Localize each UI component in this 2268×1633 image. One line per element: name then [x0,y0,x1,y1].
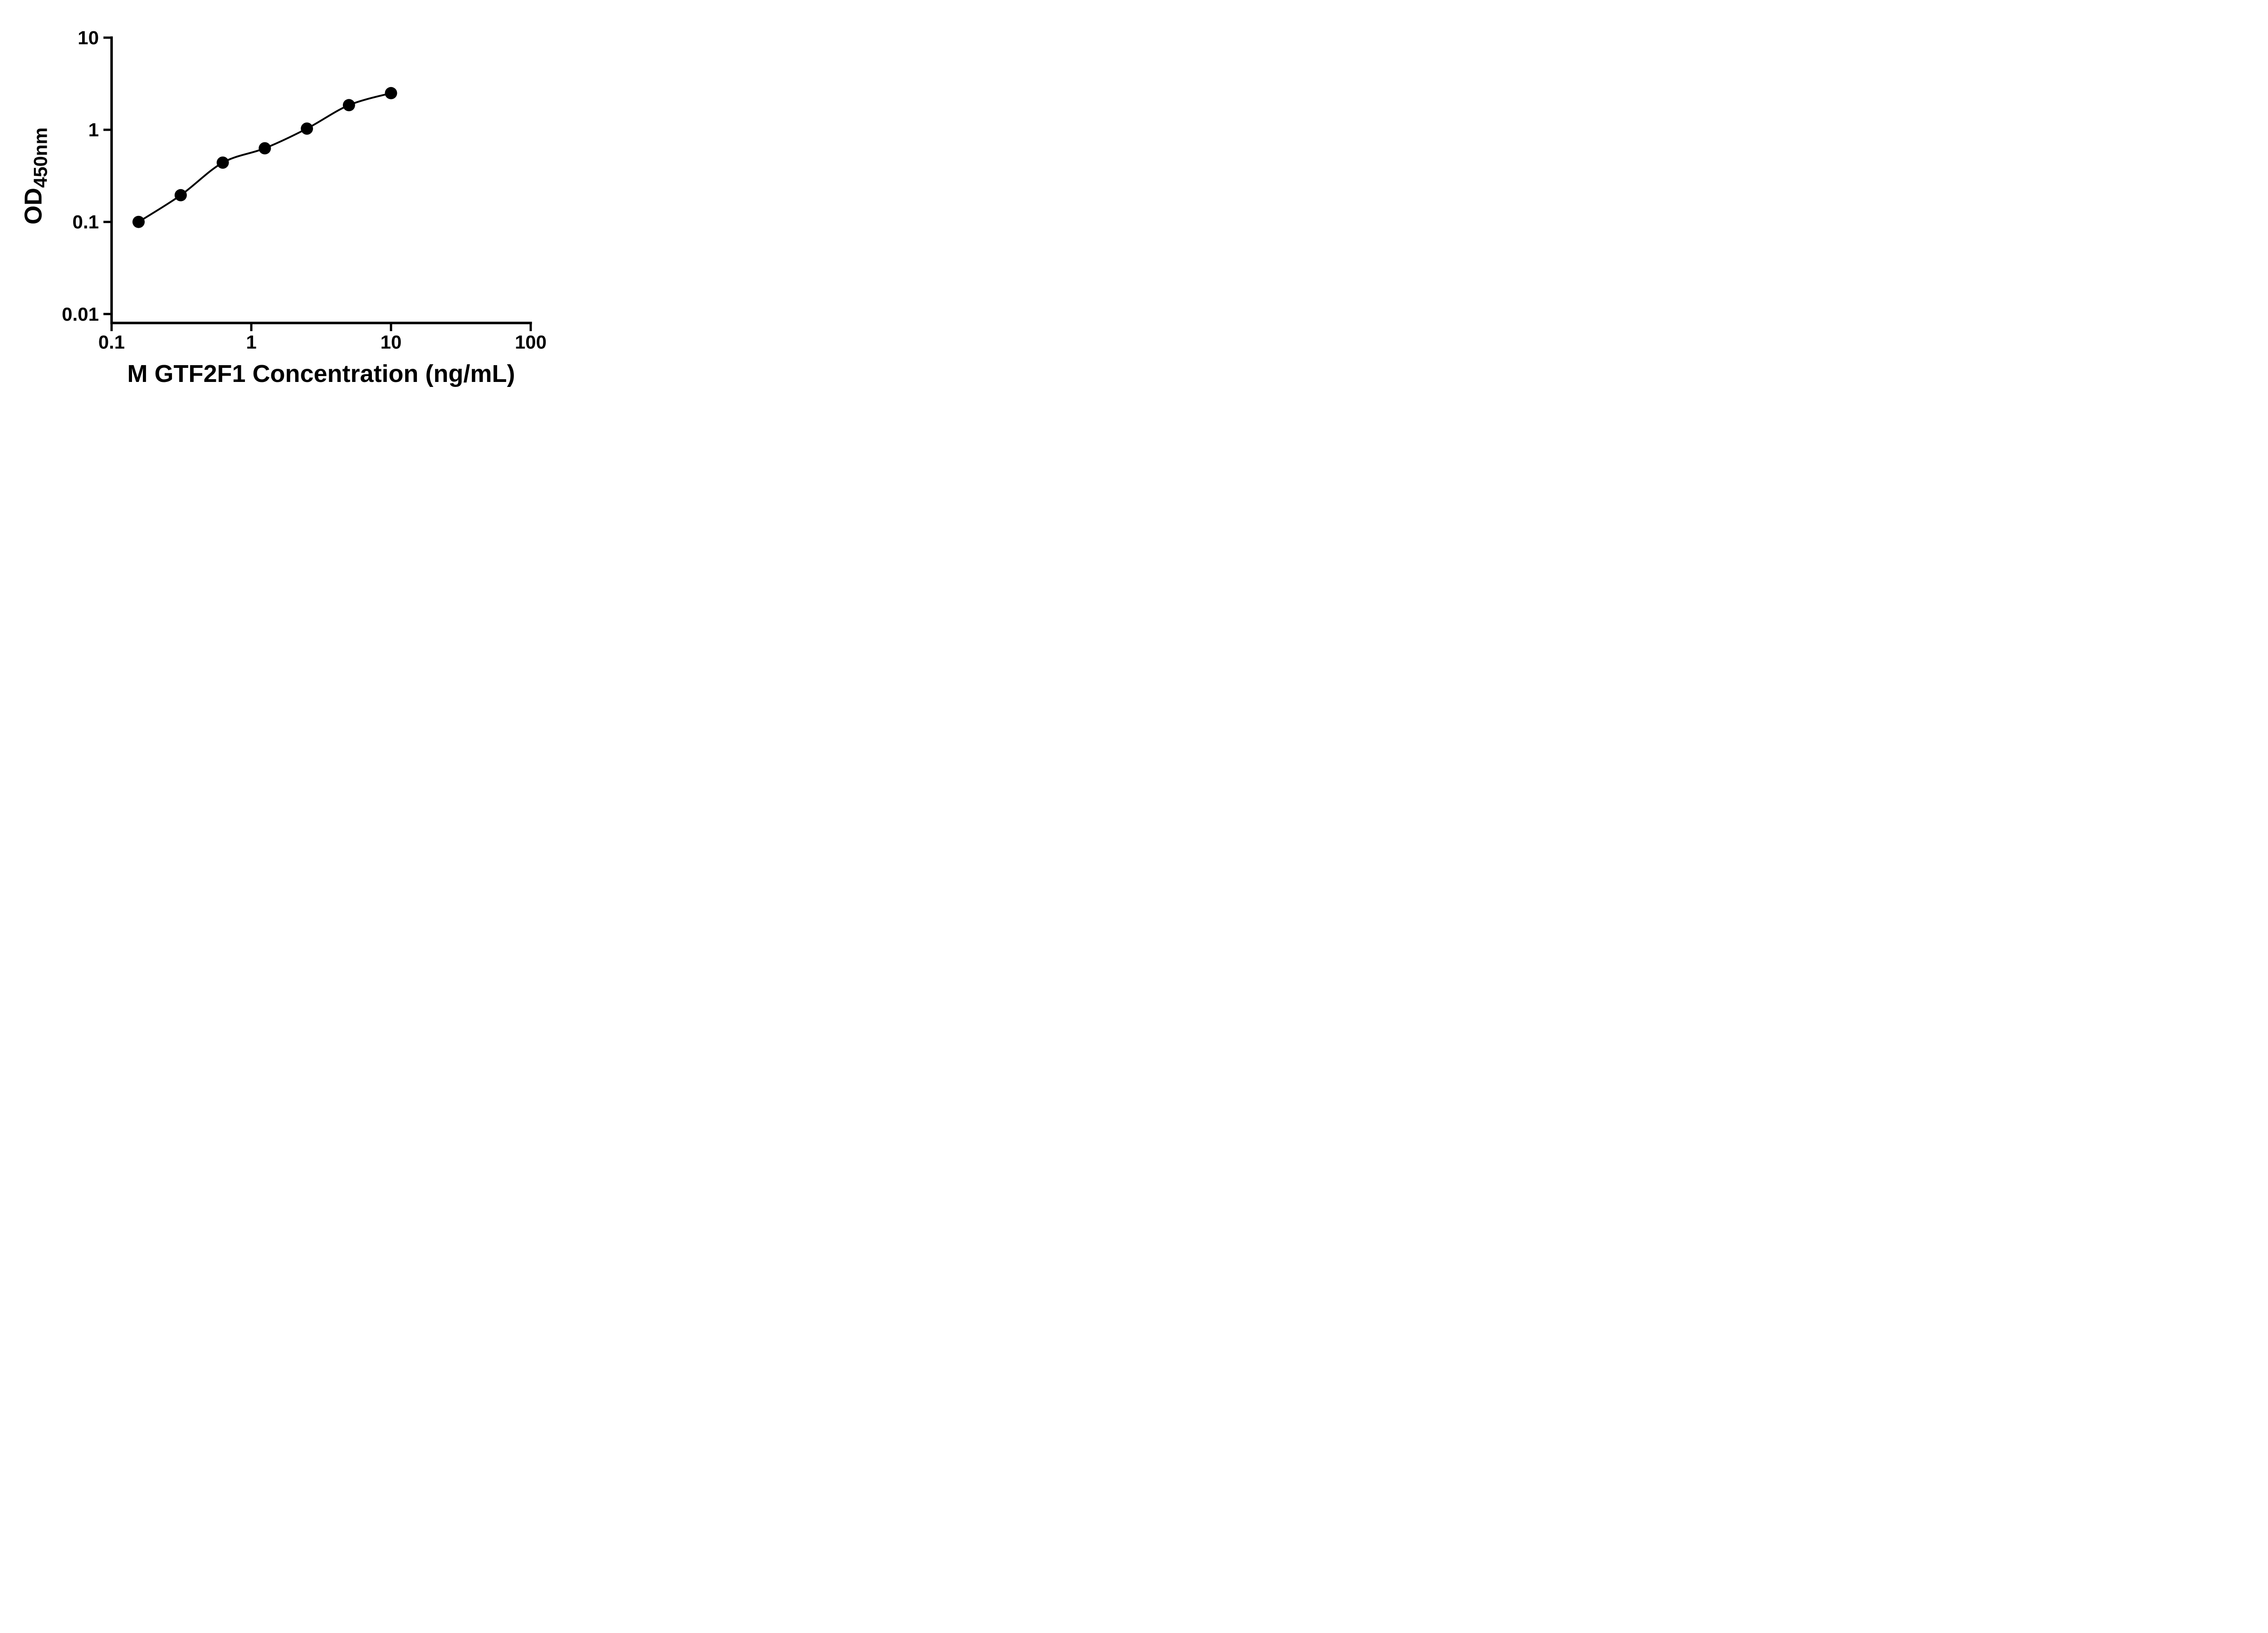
data-point-marker [259,142,271,155]
x-axis-tick-label: 0.1 [98,331,125,352]
x-axis-tick-label: 10 [381,331,402,352]
chart-plot-area: 0.1 1 10 100 0.01 0.1 1 10 [62,27,547,353]
y-axis-title-subscript: 450nm [29,127,51,188]
y-axis-tick-label: 0.01 [62,303,99,325]
data-point-marker [385,87,397,99]
data-point-marker [216,156,229,169]
data-point-marker [174,189,187,201]
x-axis-tick-label: 100 [515,331,547,352]
y-axis-tick-label: 10 [78,27,99,49]
y-axis-title-main: OD [20,188,47,225]
axis-lines [110,36,532,324]
x-axis-tick-label: 1 [246,331,256,352]
y-axis-tick-label: 1 [88,119,99,141]
data-point-marker [342,99,355,112]
y-axis-title: OD450nm [20,127,52,225]
data-point-marker [132,215,145,228]
data-point-marker [301,122,313,135]
standard-curve-figure: 0.1 1 10 100 0.01 0.1 1 10 OD450nm M GTF2F1 Con… [0,0,583,408]
x-axis-title: M GTF2F1 Concentration (ng/mL) [127,360,515,387]
standard-curve-line [138,92,391,223]
y-axis-tick-label: 0.1 [73,211,99,233]
